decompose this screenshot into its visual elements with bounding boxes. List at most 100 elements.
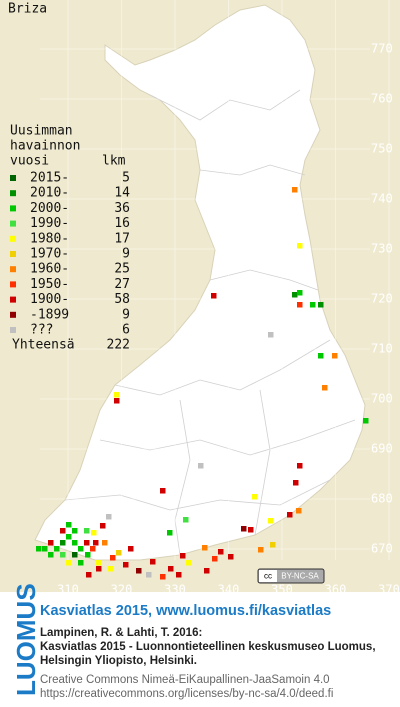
observation-square bbox=[136, 568, 142, 574]
region-borders bbox=[64, 89, 356, 556]
observation-square bbox=[60, 552, 66, 558]
observation-square bbox=[292, 187, 298, 193]
y-grid-label: 760 bbox=[371, 92, 393, 106]
y-grid-label: 750 bbox=[371, 142, 393, 156]
observation-square bbox=[297, 302, 303, 308]
logo: LUOMUS bbox=[11, 583, 41, 696]
legend-count: 9 bbox=[122, 307, 130, 322]
legend-swatch bbox=[10, 205, 16, 212]
observation-square bbox=[128, 546, 134, 552]
legend-count: 25 bbox=[114, 262, 130, 277]
grid-lines bbox=[40, 0, 390, 560]
x-grid-label: 340 bbox=[218, 583, 240, 597]
legend-total-label: Yhteensä bbox=[12, 338, 75, 353]
legend-column: lkm bbox=[102, 154, 126, 169]
observation-square bbox=[363, 418, 369, 424]
badge-text: BY-NC-SA bbox=[281, 572, 319, 581]
observation-square bbox=[54, 546, 60, 552]
observation-square bbox=[93, 540, 99, 546]
observation-square bbox=[150, 559, 156, 565]
legend-count: 9 bbox=[122, 247, 130, 262]
legend-swatch bbox=[10, 220, 16, 227]
legend-swatch bbox=[10, 327, 16, 333]
legend-label: 1980- bbox=[30, 231, 69, 246]
finland-outline bbox=[34, 4, 366, 561]
x-grid-label: 330 bbox=[164, 583, 186, 597]
observation-square bbox=[252, 494, 258, 500]
observation-square bbox=[297, 463, 303, 469]
observation-square bbox=[108, 566, 114, 572]
citation: Kasviatlas 2015 - Luonnontieteellinen ke… bbox=[40, 641, 376, 653]
observation-square bbox=[204, 568, 210, 574]
legend-count: 5 bbox=[122, 171, 130, 186]
observation-square bbox=[96, 566, 102, 572]
observation-square bbox=[72, 540, 78, 546]
observation-square bbox=[258, 547, 264, 553]
observation-square bbox=[78, 560, 84, 566]
legend-label: 1990- bbox=[30, 216, 69, 231]
legend: Uusimman havainnon vuosi lkm Yhteensä 22… bbox=[10, 124, 130, 353]
legend-swatch bbox=[10, 190, 16, 197]
observation-square bbox=[268, 518, 274, 524]
legend-swatch bbox=[10, 311, 16, 318]
y-grid-label: 670 bbox=[371, 542, 393, 556]
observation-square bbox=[72, 552, 78, 558]
observation-square bbox=[36, 546, 42, 552]
observation-square bbox=[66, 534, 72, 540]
observation-square bbox=[292, 292, 298, 298]
observation-square bbox=[168, 566, 174, 572]
footer-background bbox=[0, 592, 400, 702]
observation-square bbox=[100, 523, 106, 529]
footer-link[interactable]: Kasviatlas 2015, www.luomus.fi/kasviatla… bbox=[40, 603, 331, 619]
y-grid-label: 740 bbox=[371, 192, 393, 206]
legend-label: 2015- bbox=[30, 171, 69, 186]
legend-count: 58 bbox=[114, 292, 130, 307]
observation-square bbox=[86, 572, 92, 578]
observation-square bbox=[106, 514, 112, 520]
legend-count: 36 bbox=[114, 201, 130, 216]
observation-square bbox=[310, 302, 316, 308]
y-grid-label: 730 bbox=[371, 242, 393, 256]
legend-heading: havainnon bbox=[10, 139, 80, 154]
license: Creative Commons Nimeä-EiKaupallinen-Jaa… bbox=[40, 674, 330, 686]
legend-label: 1960- bbox=[30, 262, 69, 277]
observation-square bbox=[198, 463, 204, 469]
svg-text:cc: cc bbox=[264, 572, 272, 581]
y-grid-label: 680 bbox=[371, 492, 393, 506]
license: https://creativecommons.org/licenses/by-… bbox=[40, 688, 333, 700]
legend-swatch bbox=[10, 266, 16, 273]
legend-count: 27 bbox=[114, 277, 130, 292]
observation-square bbox=[84, 528, 90, 534]
observation-square bbox=[102, 540, 108, 546]
observation-square bbox=[60, 540, 66, 546]
species-name: Briza bbox=[8, 2, 47, 17]
legend-label: 2000- bbox=[30, 201, 69, 216]
observation-square bbox=[322, 385, 328, 391]
citation: Helsingin Yliopisto, Helsinki. bbox=[40, 655, 197, 667]
observation-square bbox=[110, 555, 116, 561]
observation-square bbox=[186, 560, 192, 566]
observation-square bbox=[212, 556, 218, 562]
license-badge: cc BY-NC-SA bbox=[257, 568, 325, 584]
x-grid-label: 350 bbox=[271, 583, 293, 597]
legend-count: 17 bbox=[114, 231, 130, 246]
observation-square bbox=[293, 480, 299, 486]
observation-square bbox=[248, 527, 254, 533]
legend-label: 1900- bbox=[30, 292, 69, 307]
observation-square bbox=[48, 552, 54, 558]
y-grid-label: 710 bbox=[371, 342, 393, 356]
legend-count: 16 bbox=[114, 216, 130, 231]
observation-square bbox=[96, 560, 102, 566]
observation-square bbox=[85, 552, 91, 558]
x-grid-label: 320 bbox=[111, 583, 133, 597]
observation-square bbox=[160, 574, 166, 580]
observation-square bbox=[318, 302, 324, 308]
observation-square bbox=[180, 553, 186, 559]
observation-square bbox=[296, 508, 302, 514]
observation-square bbox=[287, 512, 293, 518]
legend-column: vuosi bbox=[10, 154, 49, 169]
y-grid-label: 770 bbox=[371, 42, 393, 56]
observation-square bbox=[318, 353, 324, 359]
legend-count: 6 bbox=[122, 323, 130, 338]
